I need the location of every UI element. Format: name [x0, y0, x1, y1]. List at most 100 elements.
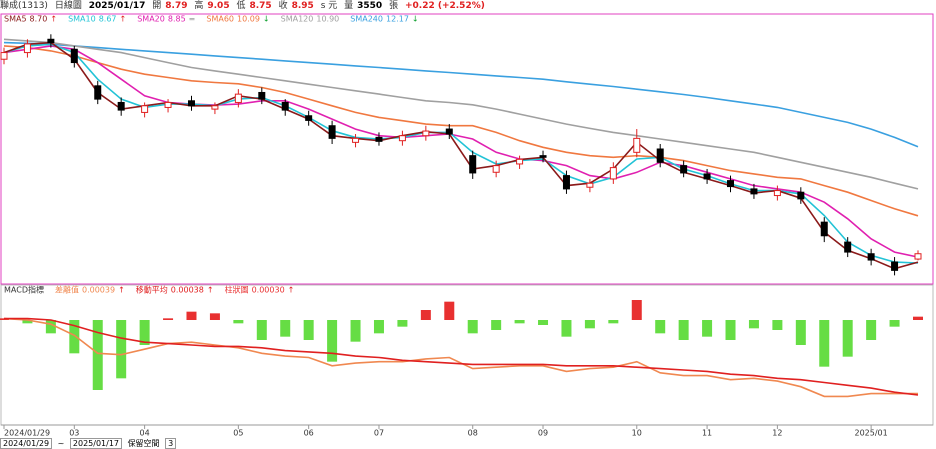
legend-text: SMA10 [68, 15, 96, 24]
ma-line [3, 41, 919, 270]
legend-text: SMA120 [281, 15, 314, 24]
histogram-bar [538, 320, 549, 325]
ma-line [3, 45, 919, 217]
histogram-bar [327, 320, 338, 362]
candle-body [281, 101, 289, 111]
candle-body [516, 158, 524, 165]
footer: 2024/01/29 ~ 2025/01/17 保留空間 3 [0, 438, 179, 449]
candle-body [23, 43, 31, 54]
candle-body [867, 253, 875, 261]
legend-text: ↓ [263, 15, 270, 24]
candle-body [187, 100, 195, 107]
x-tick-label: 10 [632, 429, 642, 438]
histogram-bar [116, 320, 127, 379]
legend-text: ↑ [288, 286, 295, 295]
label: 高 [194, 1, 204, 11]
histogram-bar [22, 320, 33, 324]
legend-text: ↑ [207, 286, 214, 295]
histogram-bar [397, 320, 408, 327]
histogram-bar [69, 320, 80, 354]
candle-body [445, 128, 453, 135]
candle-body [328, 125, 336, 139]
chart-kind: 日線圖 [54, 1, 82, 11]
candle-body [633, 137, 641, 153]
histogram-bar [420, 310, 431, 320]
candle-body [141, 105, 149, 113]
histogram-bar [280, 320, 291, 337]
legend-text: ↑ [118, 286, 125, 295]
x-tick-label: 07 [374, 429, 384, 438]
candle-body [609, 167, 617, 180]
legend-text: 差離值 [55, 285, 79, 295]
start-date[interactable]: 2024/01/29 [0, 438, 53, 449]
close: 8.95 [291, 1, 314, 11]
candle-body [797, 191, 805, 200]
histogram-bar [913, 316, 923, 320]
histogram-bar [561, 320, 572, 337]
stock-name: 聯成(1313) [0, 1, 48, 11]
histogram-bar [702, 320, 713, 337]
date: 2025/01/17 [88, 1, 146, 11]
histogram-bar [655, 320, 666, 334]
legend-text: 移動平均 [136, 285, 168, 295]
histogram-bar [514, 320, 525, 324]
label: 收 [278, 1, 288, 11]
histogram-bar [772, 320, 783, 330]
separator: ~ [57, 439, 65, 448]
low: 8.75 [249, 1, 272, 11]
candle-body [820, 221, 828, 237]
candle-body [117, 101, 125, 111]
histogram-bar [233, 320, 244, 324]
histogram-bar [725, 320, 736, 340]
legend-text: 10.90 [316, 15, 339, 24]
unit: 張 [389, 1, 399, 11]
legend-text: ↑ [50, 15, 57, 24]
candle-body [562, 175, 570, 190]
legend-text: 8.85 [168, 15, 186, 24]
legend-text: 10.09 [237, 15, 260, 24]
histogram-bar [748, 320, 759, 329]
legend-text: 12.17 [386, 15, 409, 24]
open: 8.79 [165, 1, 188, 11]
label: 量 [344, 1, 354, 11]
legend-text: SMA60 [206, 15, 234, 24]
candle-body [375, 136, 383, 142]
ma-line [3, 41, 919, 148]
histogram-bar [45, 320, 56, 334]
histogram-bar [491, 320, 502, 330]
end-date[interactable]: 2025/01/17 [69, 438, 123, 449]
histogram-bar [608, 320, 619, 324]
legend-text: 0.00039 [82, 286, 115, 295]
x-tick-label: 2024/01/29 [4, 429, 50, 438]
candle-body [492, 165, 500, 173]
ma-line [3, 43, 919, 264]
candle-body [211, 105, 219, 110]
legend-text: SMA5 [4, 15, 27, 24]
candle-body [47, 38, 55, 44]
histogram-bar [92, 320, 103, 390]
main-frame [0, 13, 934, 285]
x-tick-label: 11 [702, 429, 712, 438]
candle-body [94, 85, 102, 100]
keep-value[interactable]: 3 [165, 438, 177, 449]
x-tick-label: 12 [772, 429, 782, 438]
candle-body [422, 130, 430, 137]
candle-body [586, 182, 594, 188]
histogram-bar [889, 320, 900, 327]
legend-text: 柱狀圖 [225, 285, 249, 295]
candle-body [0, 52, 8, 60]
x-tick-label: 04 [140, 429, 150, 438]
legend-text: = [189, 15, 196, 24]
volume: 3550 [357, 1, 383, 11]
candle-body [773, 190, 781, 197]
candle-body [469, 155, 477, 174]
histogram-bar [678, 320, 689, 340]
histogram-bar [631, 300, 642, 320]
change: +0.22 (+2.52%) [404, 1, 485, 11]
histogram-bar [350, 320, 361, 342]
histogram-bar [584, 320, 595, 329]
histogram-bar [842, 320, 853, 357]
histogram-bar [186, 311, 197, 320]
candle-body [398, 135, 406, 142]
